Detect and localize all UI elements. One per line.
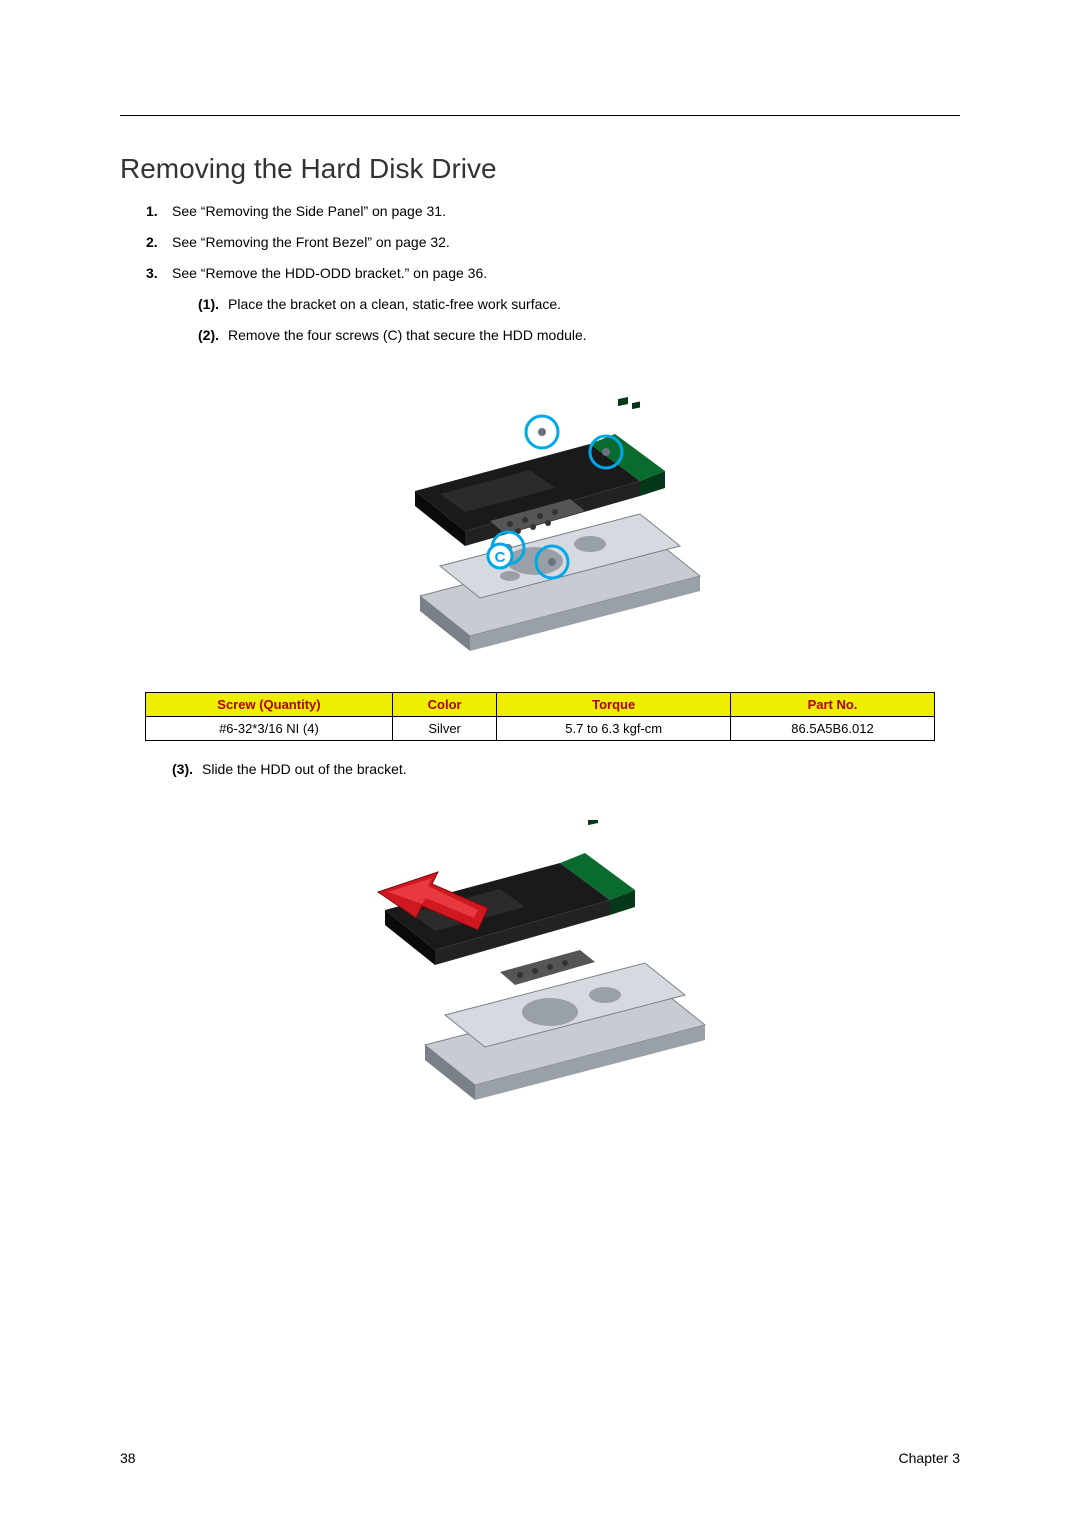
- page-title: Removing the Hard Disk Drive: [120, 153, 960, 185]
- substep-2: (2). Remove the four screws (C) that sec…: [198, 325, 960, 346]
- step-1: 1. See “Removing the Side Panel” on page…: [146, 201, 960, 222]
- th-screw-qty: Screw (Quantity): [146, 693, 393, 717]
- step-2-text: See “Removing the Front Bezel” on page 3…: [172, 232, 960, 253]
- table-row: #6-32*3/16 NI (4) Silver 5.7 to 6.3 kgf-…: [146, 717, 935, 741]
- th-part-no: Part No.: [730, 693, 934, 717]
- top-rule: [120, 115, 960, 116]
- sub-step-list: (1). Place the bracket on a clean, stati…: [172, 294, 960, 346]
- page-footer: 38 Chapter 3: [120, 1450, 960, 1466]
- substep-2-text: Remove the four screws (C) that secure t…: [228, 325, 960, 346]
- substep-3: (3). Slide the HDD out of the bracket.: [172, 759, 960, 780]
- screw-spec-table: Screw (Quantity) Color Torque Part No. #…: [145, 692, 935, 741]
- step-1-num: 1.: [146, 201, 172, 222]
- step-3: 3. See “Remove the HDD-ODD bracket.” on …: [146, 263, 960, 356]
- main-step-list: 1. See “Removing the Side Panel” on page…: [120, 201, 960, 356]
- step-3-content: See “Remove the HDD-ODD bracket.” on pag…: [172, 263, 960, 356]
- table-header-row: Screw (Quantity) Color Torque Part No.: [146, 693, 935, 717]
- td-screw-qty: #6-32*3/16 NI (4): [146, 717, 393, 741]
- svg-text:C: C: [495, 549, 506, 566]
- figure-1: C: [120, 376, 960, 666]
- chapter-label: Chapter 3: [899, 1450, 960, 1466]
- th-color: Color: [392, 693, 497, 717]
- page-container: Removing the Hard Disk Drive 1. See “Rem…: [0, 0, 1080, 1528]
- substep-1-text: Place the bracket on a clean, static-fre…: [228, 294, 960, 315]
- step-3-num: 3.: [146, 263, 172, 356]
- step-2: 2. See “Removing the Front Bezel” on pag…: [146, 232, 960, 253]
- step-1-text: See “Removing the Side Panel” on page 31…: [172, 201, 960, 222]
- page-number: 38: [120, 1450, 136, 1466]
- hdd-slide-illustration: [360, 820, 720, 1120]
- td-torque: 5.7 to 6.3 kgf-cm: [497, 717, 731, 741]
- sub-step-list-2: (3). Slide the HDD out of the bracket.: [120, 759, 960, 780]
- figure-2: [120, 820, 960, 1120]
- substep-1: (1). Place the bracket on a clean, stati…: [198, 294, 960, 315]
- substep-3-text: Slide the HDD out of the bracket.: [202, 759, 960, 780]
- step-3-text: See “Remove the HDD-ODD bracket.” on pag…: [172, 265, 487, 281]
- step-2-num: 2.: [146, 232, 172, 253]
- hdd-screws-illustration: C: [360, 376, 720, 666]
- td-part-no: 86.5A5B6.012: [730, 717, 934, 741]
- substep-3-num: (3).: [172, 759, 202, 780]
- td-color: Silver: [392, 717, 497, 741]
- substep-2-num: (2).: [198, 325, 228, 346]
- th-torque: Torque: [497, 693, 731, 717]
- substep-1-num: (1).: [198, 294, 228, 315]
